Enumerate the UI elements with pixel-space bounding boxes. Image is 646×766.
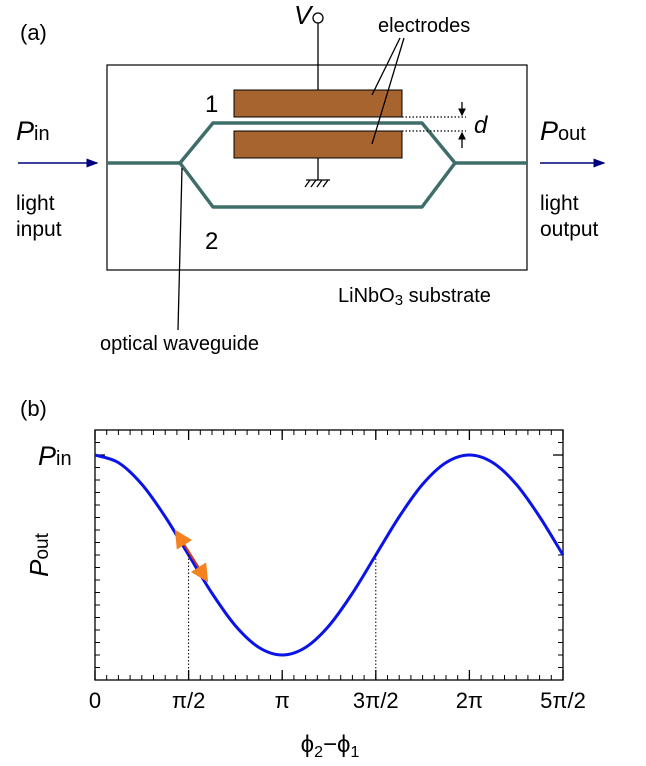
symbol: P bbox=[16, 116, 34, 146]
x-tick-label: 5π/2 bbox=[540, 688, 586, 713]
arm-label: 1 bbox=[205, 91, 218, 118]
text: substrate bbox=[403, 285, 491, 307]
y-axis-label: Pout bbox=[24, 532, 54, 576]
x-tick-label: π/2 bbox=[172, 688, 206, 713]
x-tick-label: 0 bbox=[89, 688, 101, 713]
subscript: 2 bbox=[314, 744, 323, 761]
symbol: P bbox=[540, 116, 558, 146]
symbol: ϕ bbox=[301, 731, 314, 758]
x-axis-label: ϕ2−ϕ1 bbox=[301, 731, 360, 761]
swing-arrow bbox=[174, 529, 209, 583]
electrodes-label: electrodes bbox=[378, 15, 470, 37]
output-text: output bbox=[540, 218, 599, 241]
panel-label: (b) bbox=[20, 396, 47, 421]
subscript: 3 bbox=[395, 292, 403, 309]
substrate-label: LiNbO3 substrate bbox=[338, 285, 491, 309]
output-text: light bbox=[540, 192, 579, 215]
electrode bbox=[233, 89, 403, 118]
waveguide bbox=[108, 121, 527, 209]
arm-label: 2 bbox=[205, 228, 218, 255]
electrode bbox=[233, 130, 403, 159]
gap-label: d bbox=[474, 112, 488, 139]
symbol: P bbox=[24, 559, 54, 577]
curve bbox=[94, 453, 565, 657]
substrate-box bbox=[106, 64, 528, 271]
plot-frame bbox=[94, 429, 564, 681]
input-text: input bbox=[16, 218, 62, 241]
x-tick-label: π bbox=[275, 688, 290, 713]
waveguide-label: optical waveguide bbox=[100, 333, 259, 355]
subscript: in bbox=[56, 448, 72, 470]
x-tick-label: 3π/2 bbox=[353, 688, 399, 713]
symbol: P bbox=[38, 441, 56, 471]
subscript: in bbox=[34, 123, 50, 145]
symbol: −ϕ bbox=[323, 731, 350, 758]
subscript: out bbox=[558, 123, 586, 145]
y-tick-label: Pin bbox=[38, 441, 72, 471]
x-tick-label: 2π bbox=[456, 688, 483, 713]
output-symbol: Pout bbox=[540, 116, 586, 146]
panel-label: (a) bbox=[20, 20, 47, 45]
subscript: out bbox=[32, 532, 53, 559]
input-text: light bbox=[16, 192, 55, 215]
text: LiNbO bbox=[338, 285, 395, 307]
voltage-label: V bbox=[294, 0, 314, 30]
subscript: 1 bbox=[350, 744, 359, 761]
terminals bbox=[177, 12, 466, 331]
input-symbol: Pin bbox=[16, 116, 50, 146]
